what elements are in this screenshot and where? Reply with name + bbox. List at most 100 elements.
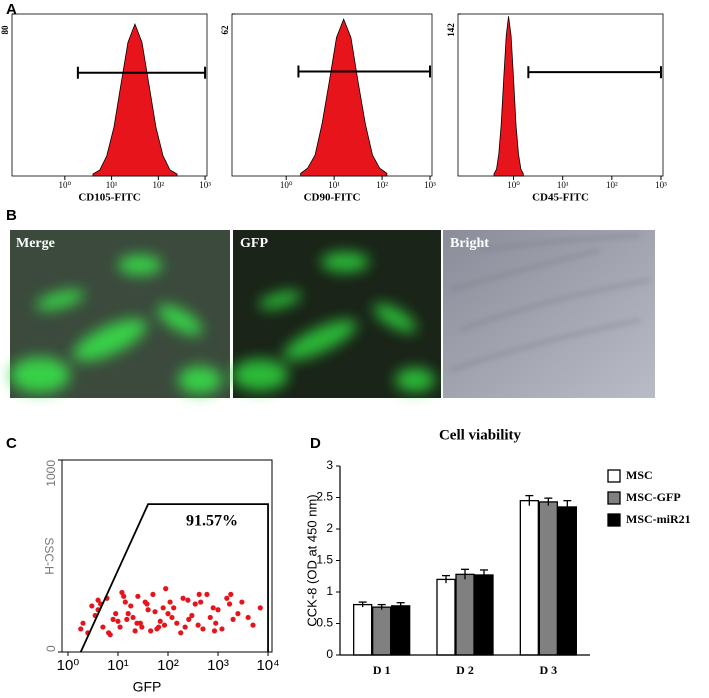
panel-label: C bbox=[6, 435, 17, 452]
panel-label: D bbox=[310, 435, 321, 452]
dot bbox=[80, 620, 86, 626]
dot bbox=[210, 605, 216, 611]
dot bbox=[125, 611, 131, 617]
y-axis-label: SSC-H bbox=[42, 537, 56, 574]
dot bbox=[224, 595, 230, 601]
x-tick-label: 10³ bbox=[655, 180, 667, 190]
dot bbox=[198, 599, 204, 605]
x-axis-label: GFP bbox=[133, 679, 162, 695]
dot bbox=[235, 611, 241, 617]
x-tick-label: 10⁰ bbox=[57, 657, 80, 674]
bar bbox=[557, 506, 577, 656]
x-tick-label: 10³ bbox=[424, 180, 436, 190]
dot bbox=[239, 599, 245, 605]
x-tick-label: 10¹ bbox=[107, 657, 129, 674]
panel-label: B bbox=[6, 207, 17, 224]
y-tick-label: 2 bbox=[326, 521, 333, 535]
x-tick-label: 10¹ bbox=[328, 180, 340, 190]
histogram-area bbox=[493, 16, 524, 177]
dot bbox=[148, 628, 154, 634]
bar bbox=[353, 603, 373, 656]
x-axis-label: CD90-FITC bbox=[304, 192, 361, 204]
dot bbox=[226, 601, 233, 607]
dot bbox=[257, 605, 263, 611]
dot bbox=[169, 614, 175, 621]
dot bbox=[157, 618, 163, 624]
legend-label: MSC bbox=[626, 468, 653, 482]
dot bbox=[163, 586, 169, 592]
dot bbox=[192, 601, 198, 607]
dot bbox=[128, 603, 134, 609]
x-axis-label: CD45-FITC bbox=[532, 192, 589, 204]
y-tick-label: 80 bbox=[0, 25, 10, 35]
dot bbox=[171, 605, 177, 611]
dot bbox=[180, 595, 186, 601]
bar bbox=[391, 605, 411, 656]
dot bbox=[122, 599, 128, 605]
y-tick-label: 1 bbox=[326, 584, 333, 598]
dot bbox=[250, 622, 256, 628]
y-tick-label: 0 bbox=[326, 647, 333, 661]
dot bbox=[89, 603, 95, 609]
dot bbox=[178, 630, 184, 636]
y-tick-label: 1000 bbox=[44, 460, 58, 487]
dot bbox=[182, 624, 188, 630]
dot bbox=[207, 614, 213, 621]
dot bbox=[160, 605, 166, 611]
chart-title: Cell viability bbox=[439, 427, 522, 443]
dot bbox=[211, 628, 218, 634]
x-tick-label: 10⁰ bbox=[280, 180, 293, 190]
dot bbox=[110, 616, 116, 622]
dot bbox=[204, 591, 210, 598]
bar bbox=[538, 501, 558, 656]
dot bbox=[144, 601, 150, 607]
legend-label: MSC-miR21 bbox=[626, 512, 691, 526]
bar bbox=[519, 499, 539, 656]
dot bbox=[121, 593, 127, 599]
x-tick-label: 10³ bbox=[207, 657, 229, 674]
image-label: Merge bbox=[16, 236, 55, 251]
bar bbox=[436, 578, 456, 656]
panel-label: A bbox=[6, 1, 17, 18]
dot bbox=[213, 620, 219, 626]
dot bbox=[106, 630, 112, 636]
legend-label: MSC-GFP bbox=[626, 490, 681, 504]
x-tick-label: 10⁴ bbox=[256, 657, 279, 674]
x-tick-label: 10² bbox=[157, 657, 179, 674]
bright-image bbox=[443, 230, 655, 398]
y-tick-label: 142 bbox=[446, 23, 456, 37]
legend-swatch bbox=[607, 513, 621, 527]
y-tick-label: 3 bbox=[326, 458, 333, 472]
legend-swatch bbox=[607, 491, 621, 505]
bar bbox=[372, 606, 392, 656]
plot-frame bbox=[457, 13, 664, 177]
dot bbox=[245, 614, 251, 621]
y-tick-label: 1.5 bbox=[316, 553, 333, 567]
dot bbox=[134, 620, 140, 626]
x-axis-label: CD105-FITC bbox=[78, 192, 140, 204]
dot bbox=[95, 597, 101, 603]
dot bbox=[100, 624, 106, 630]
histogram-area bbox=[92, 23, 178, 177]
dot bbox=[186, 616, 192, 622]
dot bbox=[115, 618, 121, 624]
y-tick-label: 0 bbox=[44, 645, 58, 652]
dot bbox=[117, 624, 123, 630]
dot bbox=[135, 593, 141, 599]
dot bbox=[124, 616, 130, 622]
dot bbox=[150, 591, 156, 598]
image-label: Bright bbox=[450, 236, 489, 251]
x-tick-label: 10³ bbox=[199, 180, 211, 190]
histogram-area bbox=[300, 18, 388, 177]
x-tick-label: 10⁰ bbox=[507, 180, 520, 190]
dot bbox=[200, 626, 206, 632]
x-tick-label: D 3 bbox=[539, 663, 557, 677]
dot bbox=[228, 591, 234, 598]
dot bbox=[152, 609, 158, 615]
x-tick-label: 10² bbox=[376, 180, 388, 190]
dot bbox=[78, 626, 84, 632]
y-tick-label: 0.5 bbox=[316, 616, 333, 630]
dot bbox=[145, 607, 151, 613]
dot bbox=[167, 599, 173, 605]
